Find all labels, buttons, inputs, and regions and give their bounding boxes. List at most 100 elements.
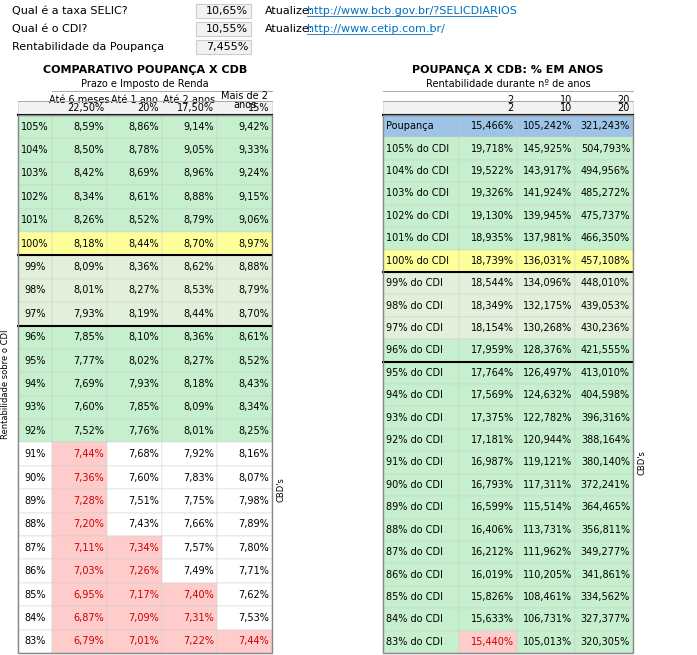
Bar <box>517 586 575 608</box>
Bar <box>575 519 633 541</box>
Text: 380,140%: 380,140% <box>581 457 630 468</box>
Bar <box>517 496 575 519</box>
Text: 7,60%: 7,60% <box>128 472 159 483</box>
Text: 8,43%: 8,43% <box>238 379 269 389</box>
Text: 20%: 20% <box>137 103 159 113</box>
Text: 96%: 96% <box>24 332 46 342</box>
Text: 8,53%: 8,53% <box>183 286 214 295</box>
Text: anos: anos <box>233 100 256 110</box>
Text: 130,268%: 130,268% <box>523 323 572 333</box>
Text: 7,17%: 7,17% <box>128 590 159 599</box>
Bar <box>52 115 107 138</box>
Text: 16,793%: 16,793% <box>471 480 514 490</box>
Bar <box>18 349 52 372</box>
Text: 134,096%: 134,096% <box>523 278 572 288</box>
Bar <box>18 513 52 536</box>
Text: 84%: 84% <box>24 613 46 623</box>
Bar <box>459 519 517 541</box>
Text: 8,26%: 8,26% <box>73 215 104 225</box>
Bar <box>107 419 162 443</box>
Bar <box>107 208 162 232</box>
Text: 86%: 86% <box>24 566 46 576</box>
Text: Poupança: Poupança <box>386 121 434 131</box>
Bar <box>217 513 272 536</box>
Text: 101% do CDI: 101% do CDI <box>386 233 449 243</box>
Bar <box>196 4 251 18</box>
Text: Rentabilidade da Poupança: Rentabilidade da Poupança <box>12 42 164 52</box>
Text: 83%: 83% <box>24 636 46 646</box>
Text: Rentabilidade sobre o CDI: Rentabilidade sobre o CDI <box>1 329 10 439</box>
Text: 7,66%: 7,66% <box>183 519 214 529</box>
Bar <box>217 536 272 559</box>
Bar <box>459 406 517 429</box>
Bar <box>52 279 107 302</box>
Bar <box>383 182 459 204</box>
Text: 439,053%: 439,053% <box>581 301 630 310</box>
Bar <box>383 227 459 250</box>
Text: 2: 2 <box>507 103 514 113</box>
Bar <box>517 294 575 317</box>
Text: 145,925%: 145,925% <box>523 143 572 154</box>
Bar <box>52 255 107 279</box>
Text: 85%: 85% <box>24 590 46 599</box>
Text: 8,59%: 8,59% <box>73 122 104 132</box>
Bar <box>459 586 517 608</box>
Text: 19,718%: 19,718% <box>471 143 514 154</box>
Bar <box>517 317 575 339</box>
Text: 8,02%: 8,02% <box>128 356 159 365</box>
Bar <box>459 204 517 227</box>
Bar <box>575 429 633 451</box>
Text: 7,11%: 7,11% <box>73 543 104 553</box>
Text: 421,555%: 421,555% <box>581 345 630 356</box>
Text: 15%: 15% <box>247 103 269 113</box>
Text: 8,36%: 8,36% <box>183 332 214 342</box>
Bar <box>52 513 107 536</box>
Text: 7,60%: 7,60% <box>73 402 104 413</box>
Bar <box>162 466 217 489</box>
Bar <box>459 384 517 406</box>
Text: 320,305%: 320,305% <box>581 637 630 646</box>
Text: 10,65%: 10,65% <box>206 6 248 16</box>
Text: 102%: 102% <box>21 192 49 202</box>
Bar <box>383 586 459 608</box>
Text: 8,88%: 8,88% <box>183 192 214 202</box>
Text: 108,461%: 108,461% <box>523 592 572 602</box>
Text: 7,85%: 7,85% <box>73 332 104 342</box>
Text: 7,09%: 7,09% <box>128 613 159 623</box>
Text: 15,440%: 15,440% <box>471 637 514 646</box>
Bar <box>217 629 272 653</box>
Text: 98%: 98% <box>24 286 46 295</box>
Bar <box>107 255 162 279</box>
Text: 89% do CDI: 89% do CDI <box>386 502 443 512</box>
Bar <box>575 541 633 563</box>
Text: CBD's: CBD's <box>277 477 286 502</box>
Bar <box>18 232 52 255</box>
Text: 504,793%: 504,793% <box>581 143 630 154</box>
Text: 8,34%: 8,34% <box>73 192 104 202</box>
Bar <box>18 559 52 583</box>
Bar <box>217 372 272 396</box>
Text: 17,959%: 17,959% <box>471 345 514 356</box>
Bar <box>18 208 52 232</box>
Text: 430,236%: 430,236% <box>581 323 630 333</box>
Text: 18,154%: 18,154% <box>471 323 514 333</box>
Bar <box>517 563 575 586</box>
Bar <box>383 362 459 384</box>
Bar <box>459 272 517 294</box>
Text: 8,09%: 8,09% <box>183 402 214 413</box>
Bar <box>575 474 633 496</box>
Bar <box>162 162 217 185</box>
Bar <box>18 185 52 208</box>
Bar <box>517 160 575 182</box>
Bar <box>517 631 575 653</box>
Text: 334,562%: 334,562% <box>581 592 630 602</box>
Bar <box>18 372 52 396</box>
Bar <box>162 629 217 653</box>
Text: 8,70%: 8,70% <box>238 309 269 319</box>
Bar <box>517 182 575 204</box>
Text: 7,34%: 7,34% <box>128 543 159 553</box>
Text: 7,03%: 7,03% <box>73 566 104 576</box>
Bar <box>459 339 517 362</box>
Text: 10: 10 <box>560 95 572 105</box>
Text: 19,130%: 19,130% <box>471 211 514 221</box>
